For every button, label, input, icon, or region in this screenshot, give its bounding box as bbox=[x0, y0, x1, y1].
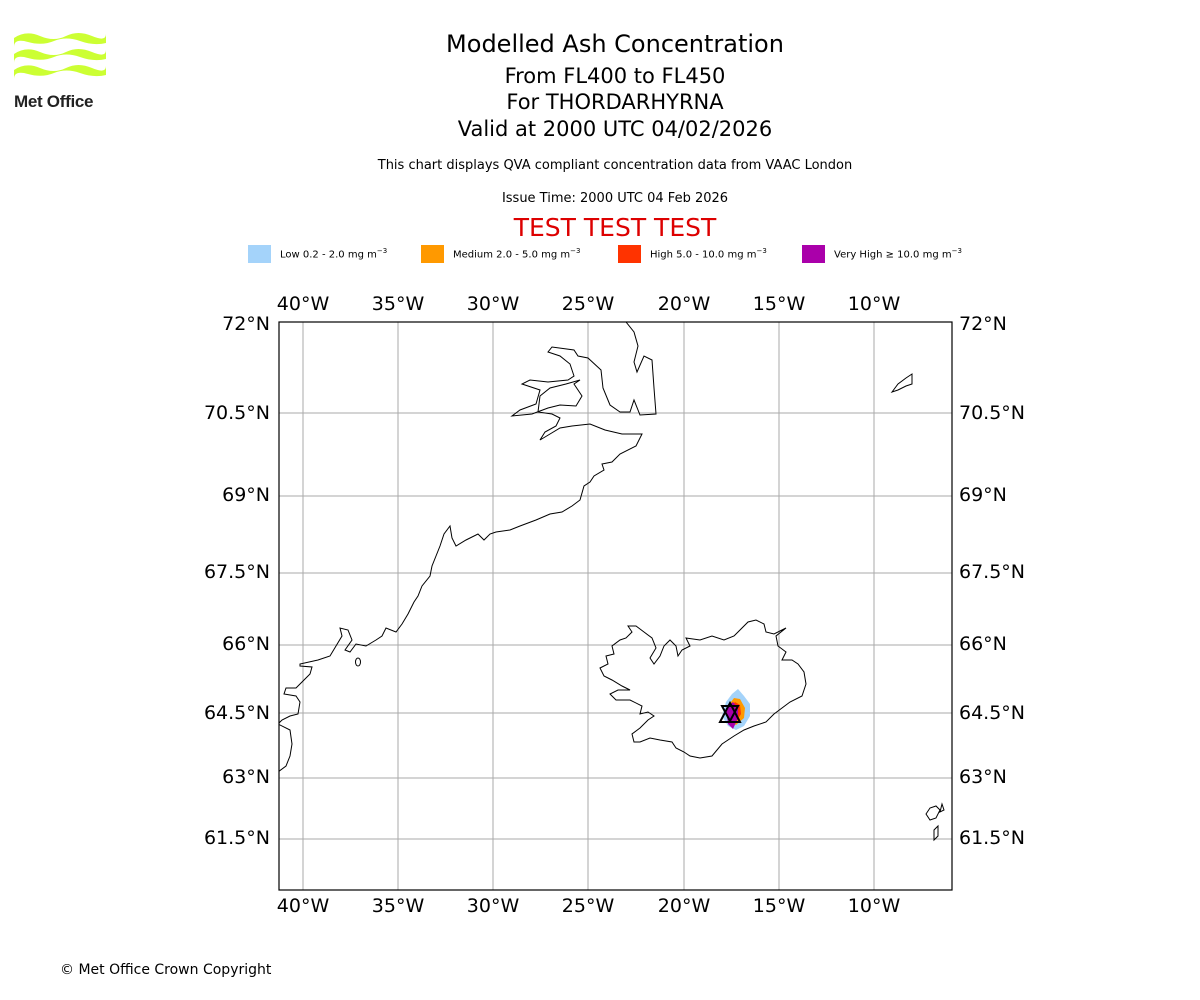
legend-unit-medium: −3 bbox=[570, 247, 581, 256]
lat-label: 72°N bbox=[222, 313, 270, 335]
volcano-location-icon bbox=[720, 705, 740, 724]
legend-item-low: Low 0.2 - 2.0 mg m−3 bbox=[248, 244, 387, 264]
lon-label: 35°W bbox=[372, 895, 425, 917]
flight-level-range: From FL400 to FL450 bbox=[504, 64, 726, 88]
lon-label: 20°W bbox=[658, 293, 711, 315]
lon-label: 15°W bbox=[753, 895, 806, 917]
legend-label-medium: Medium 2.0 - 5.0 mg m bbox=[453, 249, 571, 261]
lon-label: 10°W bbox=[848, 293, 901, 315]
met-office-logo: Met Office bbox=[14, 30, 106, 112]
lat-label: 61.5°N bbox=[204, 827, 270, 849]
lon-label: 25°W bbox=[562, 895, 615, 917]
ash-plume bbox=[718, 689, 750, 730]
copyright-notice: © Met Office Crown Copyright bbox=[60, 962, 272, 978]
met-office-waves-icon bbox=[14, 33, 106, 79]
test-banner: TEST TEST TEST bbox=[513, 213, 717, 242]
issue-time: Issue Time: 2000 UTC 04 Feb 2026 bbox=[501, 191, 729, 206]
lat-label: 69°N bbox=[959, 484, 1007, 506]
lon-label: 35°W bbox=[372, 293, 425, 315]
legend-item-medium: Medium 2.0 - 5.0 mg m−3 bbox=[421, 244, 580, 264]
lat-labels-left: 72°N 70.5°N 69°N 67.5°N 66°N 64.5°N 63°N… bbox=[204, 313, 270, 849]
lon-label: 30°W bbox=[467, 293, 520, 315]
lat-label: 69°N bbox=[222, 484, 270, 506]
lon-label: 40°W bbox=[277, 895, 330, 917]
legend-swatch-high bbox=[618, 245, 641, 263]
legend-item-high: High 5.0 - 10.0 mg m−3 bbox=[618, 244, 767, 264]
legend-swatch-very-high bbox=[802, 245, 825, 263]
lat-label: 63°N bbox=[959, 766, 1007, 788]
legend-unit-low: −3 bbox=[376, 247, 388, 256]
lat-label: 67.5°N bbox=[204, 561, 270, 583]
legend-swatch-medium bbox=[421, 245, 444, 263]
lon-label: 30°W bbox=[467, 895, 520, 917]
legend-label-high: High 5.0 - 10.0 mg m bbox=[650, 249, 757, 261]
coastline-faroe-islands bbox=[925, 802, 945, 842]
legend-item-very-high: Very High ≥ 10.0 mg m−3 bbox=[802, 244, 962, 264]
legend-label-low: Low 0.2 - 2.0 mg m bbox=[280, 249, 377, 261]
lat-label: 66°N bbox=[222, 633, 270, 655]
chart-title: Modelled Ash Concentration bbox=[446, 30, 784, 58]
lat-label: 64.5°N bbox=[204, 702, 270, 724]
lat-label: 70.5°N bbox=[959, 402, 1025, 424]
lat-label: 66°N bbox=[959, 633, 1007, 655]
lon-label: 15°W bbox=[753, 293, 806, 315]
lat-label: 72°N bbox=[959, 313, 1007, 335]
lat-label: 63°N bbox=[222, 766, 270, 788]
coastline-greenland bbox=[279, 322, 657, 772]
legend-swatch-low bbox=[248, 245, 271, 263]
concentration-legend: Low 0.2 - 2.0 mg m−3 Medium 2.0 - 5.0 mg… bbox=[0, 244, 1200, 264]
lon-label: 25°W bbox=[562, 293, 615, 315]
met-office-logo-text: Met Office bbox=[14, 92, 94, 111]
coastlines bbox=[279, 322, 945, 842]
lon-label: 20°W bbox=[658, 895, 711, 917]
map-frame bbox=[278, 321, 953, 891]
lon-labels-top: 40°W 35°W 30°W 25°W 20°W 15°W 10°W bbox=[277, 293, 901, 315]
coastline-jan-mayen bbox=[890, 373, 913, 393]
legend-unit-very-high: −3 bbox=[951, 247, 962, 256]
lat-label: 61.5°N bbox=[959, 827, 1025, 849]
volcano-name: For THORDARHYRNA bbox=[506, 90, 724, 114]
lat-label: 70.5°N bbox=[204, 402, 270, 424]
chart-description: This chart displays QVA compliant concen… bbox=[377, 158, 853, 173]
valid-time: Valid at 2000 UTC 04/02/2026 bbox=[457, 117, 773, 141]
lon-label: 10°W bbox=[848, 895, 901, 917]
lat-label: 67.5°N bbox=[959, 561, 1025, 583]
lon-labels-bottom: 40°W 35°W 30°W 25°W 20°W 15°W 10°W bbox=[277, 895, 901, 917]
legend-label-very-high: Very High ≥ 10.0 mg m bbox=[834, 249, 952, 261]
lat-label: 64.5°N bbox=[959, 702, 1025, 724]
lat-labels-right: 72°N 70.5°N 69°N 67.5°N 66°N 64.5°N 63°N… bbox=[959, 313, 1025, 849]
lon-label: 40°W bbox=[277, 293, 330, 315]
legend-unit-high: −3 bbox=[756, 247, 767, 256]
coastline-iceland bbox=[599, 619, 807, 759]
map-gridlines bbox=[279, 322, 952, 890]
